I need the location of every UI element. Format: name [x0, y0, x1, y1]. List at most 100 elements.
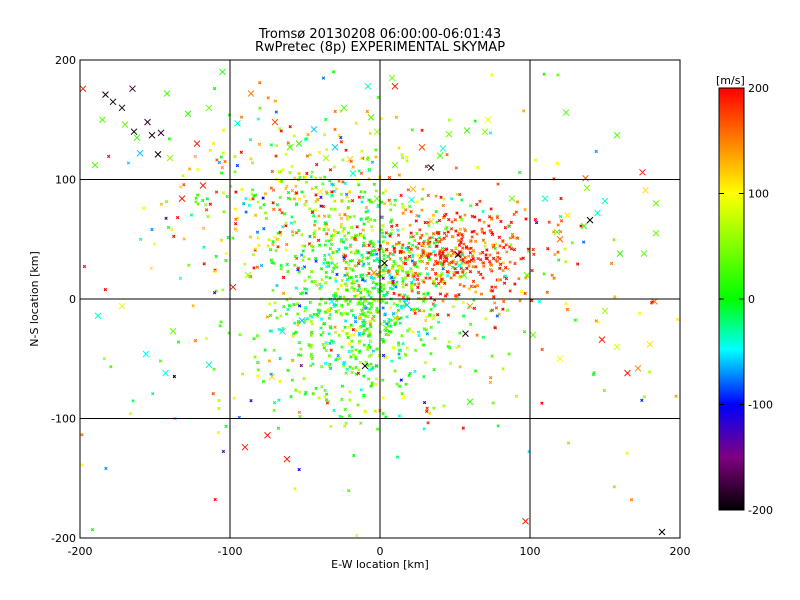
scatter-point — [402, 293, 407, 297]
scatter-point — [334, 309, 338, 314]
scatter-point — [164, 216, 168, 220]
scatter-point — [609, 261, 614, 266]
scatter-point — [361, 320, 365, 325]
scatter-cross-marker — [456, 262, 463, 269]
scatter-point — [234, 228, 239, 233]
scatter-cross-marker — [136, 149, 144, 157]
scatter-point — [291, 233, 295, 237]
scatter-point — [515, 200, 520, 204]
scatter-cross-marker — [583, 184, 591, 192]
scatter-point — [311, 248, 315, 253]
scatter-point — [340, 198, 344, 203]
scatter-point — [456, 270, 460, 275]
scatter-point — [249, 157, 253, 161]
scatter-point — [507, 245, 512, 249]
scatter-point — [191, 304, 195, 308]
scatter-point — [376, 287, 381, 292]
scatter-point — [472, 306, 477, 310]
scatter-point — [581, 240, 586, 244]
scatter-point — [391, 311, 396, 316]
scatter-point — [248, 197, 252, 202]
scatter-point — [178, 276, 183, 281]
scatter-point — [159, 202, 164, 206]
scatter-point — [369, 338, 373, 343]
scatter-point — [351, 268, 355, 272]
scatter-point — [459, 237, 464, 241]
scatter-point — [425, 406, 429, 410]
scatter-point — [331, 293, 336, 297]
scatter-point — [462, 227, 467, 231]
scatter-point — [319, 195, 323, 200]
scatter-point — [294, 388, 298, 392]
scatter-point — [508, 289, 512, 293]
scatter-point — [345, 332, 349, 336]
scatter-point — [331, 251, 335, 255]
scatter-point — [384, 355, 388, 360]
scatter-point — [311, 362, 315, 366]
scatter-point — [323, 301, 328, 305]
scatter-point — [339, 135, 343, 140]
scatter-point — [355, 233, 359, 237]
scatter-point — [233, 207, 238, 211]
scatter-cross-marker — [624, 369, 631, 377]
scatter-point — [285, 184, 289, 188]
scatter-point — [360, 301, 365, 306]
scatter-point — [329, 306, 333, 311]
scatter-point — [273, 309, 277, 313]
scatter-point — [360, 200, 364, 204]
scatter-point — [392, 291, 396, 296]
scatter-point — [404, 283, 409, 287]
scatter-point — [498, 256, 502, 261]
scatter-point — [433, 271, 438, 276]
scatter-point — [362, 304, 367, 308]
scatter-point — [363, 287, 367, 292]
scatter-point — [385, 322, 389, 326]
scatter-point — [313, 208, 318, 212]
scatter-point — [461, 268, 466, 272]
scatter-point — [278, 379, 282, 384]
scatter-point — [366, 209, 370, 213]
scatter-point — [300, 266, 305, 271]
scatter-point — [388, 234, 392, 238]
scatter-point — [426, 421, 430, 425]
scatter-point — [381, 396, 385, 400]
scatter-point — [429, 352, 433, 356]
scatter-point — [394, 320, 398, 324]
scatter-point — [308, 313, 312, 318]
scatter-cross-marker — [349, 170, 357, 177]
scatter-point — [382, 271, 387, 276]
scatter-point — [309, 343, 313, 348]
scatter-point — [392, 203, 397, 207]
scatter-point — [406, 245, 411, 250]
scatter-point — [393, 250, 397, 254]
y-tick-label: 0 — [69, 293, 76, 306]
scatter-point — [126, 161, 131, 165]
scatter-point — [480, 230, 484, 234]
scatter-point — [362, 323, 366, 328]
scatter-point — [280, 211, 284, 215]
scatter-point — [523, 291, 527, 296]
scatter-point — [474, 290, 478, 294]
scatter-cross-marker — [244, 271, 252, 279]
scatter-point — [559, 219, 564, 223]
scatter-point — [310, 322, 315, 326]
scatter-point — [255, 230, 260, 234]
scatter-point — [349, 323, 353, 327]
scatter-point — [424, 315, 429, 319]
scatter-point — [401, 155, 405, 160]
scatter-point — [399, 258, 403, 263]
scatter-point — [485, 248, 489, 252]
scatter-point — [312, 223, 317, 227]
scatter-point — [221, 128, 226, 132]
scatter-point — [270, 260, 274, 265]
scatter-point — [201, 226, 206, 231]
scatter-point — [431, 232, 436, 236]
scatter-point — [389, 324, 393, 328]
scatter-point — [366, 310, 370, 314]
scatter-point — [347, 414, 352, 418]
scatter-point — [502, 245, 506, 250]
scatter-point — [469, 246, 473, 250]
scatter-point — [279, 233, 283, 237]
scatter-point — [344, 266, 348, 271]
